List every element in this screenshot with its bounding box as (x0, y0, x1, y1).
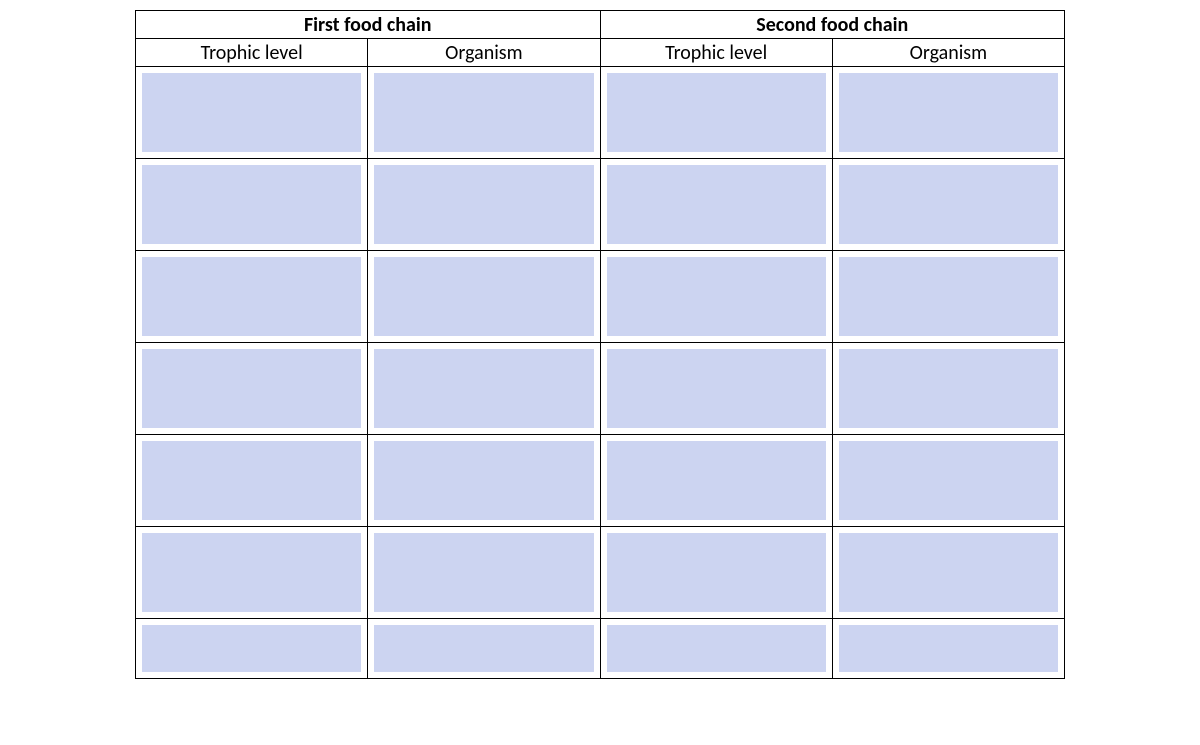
cell-fill (839, 441, 1058, 520)
table-row (136, 159, 1065, 251)
table-cell[interactable] (368, 251, 600, 343)
cell-fill (142, 257, 361, 336)
cell-fill (607, 257, 826, 336)
table-cell[interactable] (136, 159, 368, 251)
table-cell[interactable] (136, 435, 368, 527)
cell-fill (839, 257, 1058, 336)
table-row (136, 435, 1065, 527)
table-cell[interactable] (368, 343, 600, 435)
food-chain-table-container: First food chain Second food chain Troph… (135, 10, 1065, 679)
group-header-first: First food chain (136, 11, 601, 39)
food-chain-table: First food chain Second food chain Troph… (135, 10, 1065, 679)
col-header-trophic-1: Trophic level (136, 39, 368, 67)
table-body (136, 67, 1065, 679)
group-header-second: Second food chain (600, 11, 1065, 39)
table-cell[interactable] (136, 343, 368, 435)
table-cell[interactable] (136, 527, 368, 619)
table-row (136, 251, 1065, 343)
cell-fill (607, 73, 826, 152)
col-header-trophic-2: Trophic level (600, 39, 832, 67)
table-cell[interactable] (832, 343, 1064, 435)
col-header-organism-1: Organism (368, 39, 600, 67)
table-row (136, 619, 1065, 679)
table-cell[interactable] (600, 527, 832, 619)
table-cell[interactable] (600, 251, 832, 343)
table-cell[interactable] (832, 251, 1064, 343)
cell-fill (839, 165, 1058, 244)
table-cell[interactable] (600, 67, 832, 159)
table-cell[interactable] (368, 527, 600, 619)
cell-fill (374, 257, 593, 336)
cell-fill (142, 349, 361, 428)
table-cell[interactable] (832, 527, 1064, 619)
table-cell[interactable] (832, 67, 1064, 159)
cell-fill (839, 73, 1058, 152)
cell-fill (142, 533, 361, 612)
table-cell[interactable] (368, 435, 600, 527)
table-row (136, 527, 1065, 619)
table-cell[interactable] (600, 435, 832, 527)
table-cell[interactable] (600, 159, 832, 251)
cell-fill (607, 441, 826, 520)
table-cell[interactable] (832, 159, 1064, 251)
table-cell[interactable] (832, 435, 1064, 527)
cell-fill (374, 165, 593, 244)
table-row (136, 67, 1065, 159)
table-cell[interactable] (368, 619, 600, 679)
table-row (136, 343, 1065, 435)
cell-fill (374, 533, 593, 612)
table-cell[interactable] (136, 251, 368, 343)
cell-fill (607, 349, 826, 428)
table-cell[interactable] (136, 619, 368, 679)
cell-fill (374, 73, 593, 152)
cell-fill (839, 533, 1058, 612)
table-cell[interactable] (368, 67, 600, 159)
table-cell[interactable] (832, 619, 1064, 679)
cell-fill (142, 73, 361, 152)
cell-fill (142, 625, 361, 672)
cell-fill (839, 625, 1058, 672)
cell-fill (607, 533, 826, 612)
table-header: First food chain Second food chain Troph… (136, 11, 1065, 67)
table-cell[interactable] (600, 343, 832, 435)
sub-header-row: Trophic level Organism Trophic level Org… (136, 39, 1065, 67)
cell-fill (142, 441, 361, 520)
cell-fill (607, 625, 826, 672)
col-header-organism-2: Organism (832, 39, 1064, 67)
table-cell[interactable] (136, 67, 368, 159)
cell-fill (374, 625, 593, 672)
cell-fill (142, 165, 361, 244)
group-header-row: First food chain Second food chain (136, 11, 1065, 39)
cell-fill (374, 441, 593, 520)
cell-fill (607, 165, 826, 244)
table-cell[interactable] (600, 619, 832, 679)
cell-fill (839, 349, 1058, 428)
cell-fill (374, 349, 593, 428)
table-cell[interactable] (368, 159, 600, 251)
